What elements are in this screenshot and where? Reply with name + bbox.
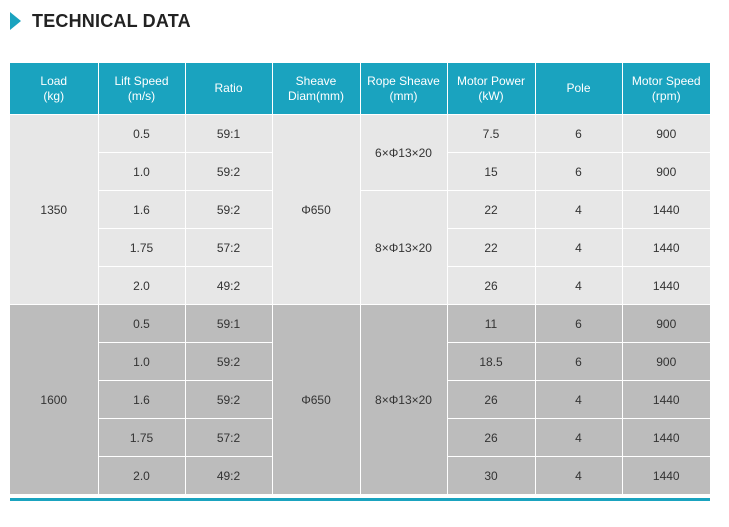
motor-speed-cell: 1440 [621, 418, 710, 457]
sheave-diam-cell: Φ650 [271, 114, 361, 305]
ratio-cell: 59:1 [184, 304, 273, 343]
header-rope-sheave-line: Rope Sheave [367, 73, 440, 88]
motor-power-cell: 22 [446, 228, 536, 267]
header-sheave-diam: Sheave Diam(mm) [271, 63, 361, 115]
header-motor-power-line: Motor Power [456, 73, 526, 88]
motor-power-cell: 26 [446, 380, 536, 419]
lift-speed-cell: 2.0 [97, 266, 186, 305]
pole-cell: 6 [534, 304, 623, 343]
ratio-cell: 57:2 [184, 228, 273, 267]
pole-cell: 6 [534, 342, 623, 381]
table-bottom-rule [10, 498, 710, 501]
header-sheave-diam-line: Diam(mm) [288, 88, 344, 103]
pole-cell: 4 [534, 228, 623, 267]
motor-speed-cell: 1440 [621, 190, 710, 229]
pole-cell: 4 [534, 190, 623, 229]
ratio-cell: 59:2 [184, 152, 273, 191]
header-motor-speed-line: (rpm) [651, 88, 681, 103]
header-ratio: Ratio [184, 63, 273, 115]
header-pole-line: Pole [566, 81, 591, 95]
lift-speed-cell: 1.75 [97, 418, 186, 457]
page-title: TECHNICAL DATA [32, 10, 191, 31]
ratio-cell: 49:2 [184, 266, 273, 305]
load-cell: 1600 [10, 304, 99, 495]
motor-power-cell: 26 [446, 418, 536, 457]
table-row: 1.0 59:2 15 6 900 [10, 152, 710, 191]
pole-cell: 6 [534, 114, 623, 153]
lift-speed-cell: 1.6 [97, 380, 186, 419]
sheave-diam-cell: Φ650 [271, 304, 361, 495]
pole-cell: 4 [534, 266, 623, 305]
table-row: 2.0 49:2 26 4 1440 [10, 266, 710, 305]
ratio-cell: 59:2 [184, 190, 273, 229]
motor-speed-cell: 1440 [621, 380, 710, 419]
section-heading: TECHNICAL DATA [10, 10, 191, 32]
table-row: 2.0 49:2 30 4 1440 [10, 456, 710, 495]
header-lift-speed-line: (m/s) [127, 88, 156, 103]
rope-sheave-cell: 6×Φ13×20 [359, 114, 448, 191]
motor-speed-cell: 1440 [621, 456, 710, 495]
motor-speed-cell: 1440 [621, 266, 710, 305]
ratio-cell: 59:2 [184, 342, 273, 381]
motor-power-cell: 15 [446, 152, 536, 191]
header-load-line: Load [40, 73, 68, 88]
header-rope-sheave-line: (mm) [389, 88, 418, 103]
rope-sheave-cell: 8×Φ13×20 [359, 190, 448, 305]
motor-power-cell: 18.5 [446, 342, 536, 381]
table-body: 1350 0.5 59:1 Φ650 6×Φ13×20 7.5 6 900 1.0 59:2 15 6… [10, 114, 710, 495]
header-ratio-line: Ratio [214, 81, 243, 95]
header-rope-sheave: Rope Sheave (mm) [359, 63, 448, 115]
motor-speed-cell: 900 [621, 304, 710, 343]
motor-power-cell: 7.5 [446, 114, 536, 153]
header-sheave-diam-line: Sheave [295, 73, 337, 88]
load-cell: 1350 [10, 114, 99, 305]
rope-sheave-cell: 8×Φ13×20 [359, 304, 448, 495]
lift-speed-cell: 1.75 [97, 228, 186, 267]
triangle-bullet-icon [10, 12, 21, 30]
table-row: 1350 0.5 59:1 Φ650 6×Φ13×20 7.5 6 900 [10, 114, 710, 305]
header-motor-power: Motor Power (kW) [446, 63, 536, 115]
motor-power-cell: 26 [446, 266, 536, 305]
motor-speed-cell: 900 [621, 114, 710, 153]
ratio-cell: 57:2 [184, 418, 273, 457]
lift-speed-cell: 1.0 [97, 342, 186, 381]
technical-data-table: Load (kg) Lift Speed (m/s) Ratio Sheave Diam(m… [10, 63, 710, 495]
header-motor-speed-line: Motor Speed [631, 73, 701, 88]
pole-cell: 4 [534, 380, 623, 419]
table-row: 1.75 57:2 22 4 1440 [10, 228, 710, 267]
ratio-cell: 49:2 [184, 456, 273, 495]
header-load: Load (kg) [10, 63, 99, 115]
lift-speed-cell: 0.5 [97, 304, 186, 343]
motor-power-cell: 30 [446, 456, 536, 495]
ratio-cell: 59:2 [184, 380, 273, 419]
lift-speed-cell: 0.5 [97, 114, 186, 153]
header-motor-power-line: (kW) [478, 88, 504, 103]
header-motor-speed: Motor Speed (rpm) [621, 63, 710, 115]
pole-cell: 4 [534, 456, 623, 495]
pole-cell: 6 [534, 152, 623, 191]
table-row: 1.6 59:2 8×Φ13×20 22 4 1440 [10, 190, 710, 305]
motor-power-cell: 11 [446, 304, 536, 343]
header-pole: Pole [534, 63, 623, 115]
header-lift-speed: Lift Speed (m/s) [97, 63, 186, 115]
motor-power-cell: 22 [446, 190, 536, 229]
motor-speed-cell: 1440 [621, 228, 710, 267]
table-row: 1.0 59:2 18.5 6 900 [10, 342, 710, 381]
motor-speed-cell: 900 [621, 152, 710, 191]
pole-cell: 4 [534, 418, 623, 457]
lift-speed-cell: 1.0 [97, 152, 186, 191]
header-load-line: (kg) [43, 88, 65, 103]
ratio-cell: 59:1 [184, 114, 273, 153]
lift-speed-cell: 2.0 [97, 456, 186, 495]
table-row: 1600 0.5 59:1 Φ650 8×Φ13×20 11 6 900 [10, 304, 710, 495]
header-lift-speed-line: Lift Speed [114, 73, 169, 88]
motor-speed-cell: 900 [621, 342, 710, 381]
table-row: 1.6 59:2 26 4 1440 [10, 380, 710, 419]
header-row: Load (kg) Lift Speed (m/s) Ratio Sheave Diam(m… [10, 63, 710, 115]
lift-speed-cell: 1.6 [97, 190, 186, 229]
